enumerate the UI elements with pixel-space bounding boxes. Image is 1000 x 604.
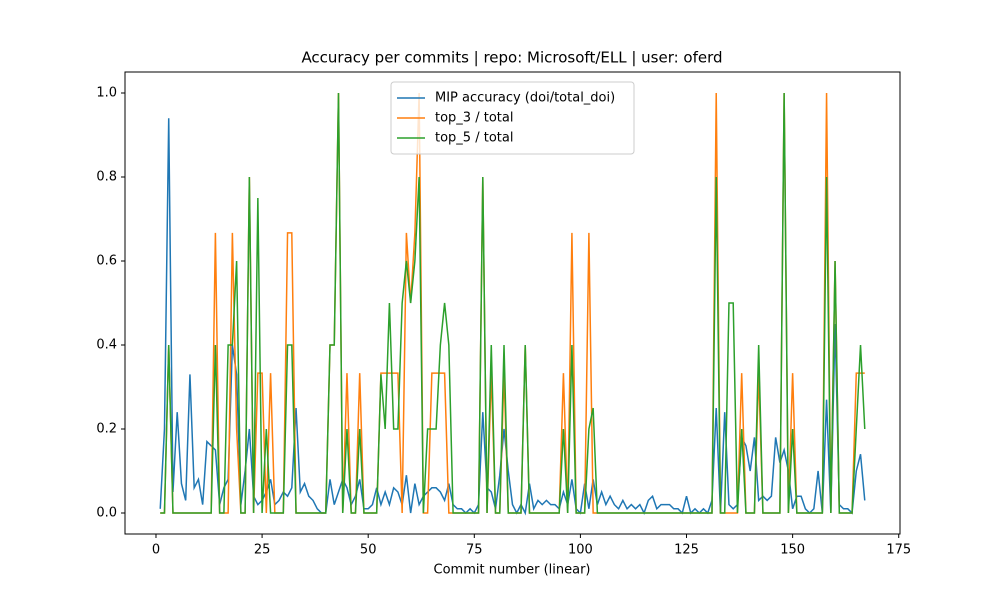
legend-label: MIP accuracy (doi/total_doi)	[435, 91, 615, 106]
x-tick-label: 50	[360, 543, 377, 558]
x-tick-label: 100	[568, 543, 593, 558]
legend-label: top_5 / total	[435, 131, 513, 146]
series-line	[159, 118, 866, 516]
x-tick-label: 75	[466, 543, 483, 558]
x-tick-label: 0	[152, 543, 160, 558]
x-tick-label: 150	[780, 543, 805, 558]
x-tick-label: 125	[674, 543, 699, 558]
y-tick-label: 0.4	[96, 338, 117, 353]
x-axis-label: Commit number (linear)	[434, 563, 591, 578]
legend-box	[390, 81, 635, 155]
y-tick-label: 0.6	[96, 254, 117, 269]
y-tick-label: 1.0	[96, 86, 117, 101]
y-tick-label: 0.2	[96, 422, 117, 437]
series-line	[160, 92, 866, 514]
x-tick-label: 175	[886, 543, 911, 558]
y-tick-label: 0.0	[96, 506, 117, 521]
chart-title: Accuracy per commits | repo: Microsoft/E…	[301, 49, 722, 67]
x-tick-label: 25	[254, 543, 271, 558]
legend-label: top_3 / total	[435, 111, 513, 126]
plot-frame	[124, 71, 901, 535]
y-tick-label: 0.8	[96, 170, 117, 185]
